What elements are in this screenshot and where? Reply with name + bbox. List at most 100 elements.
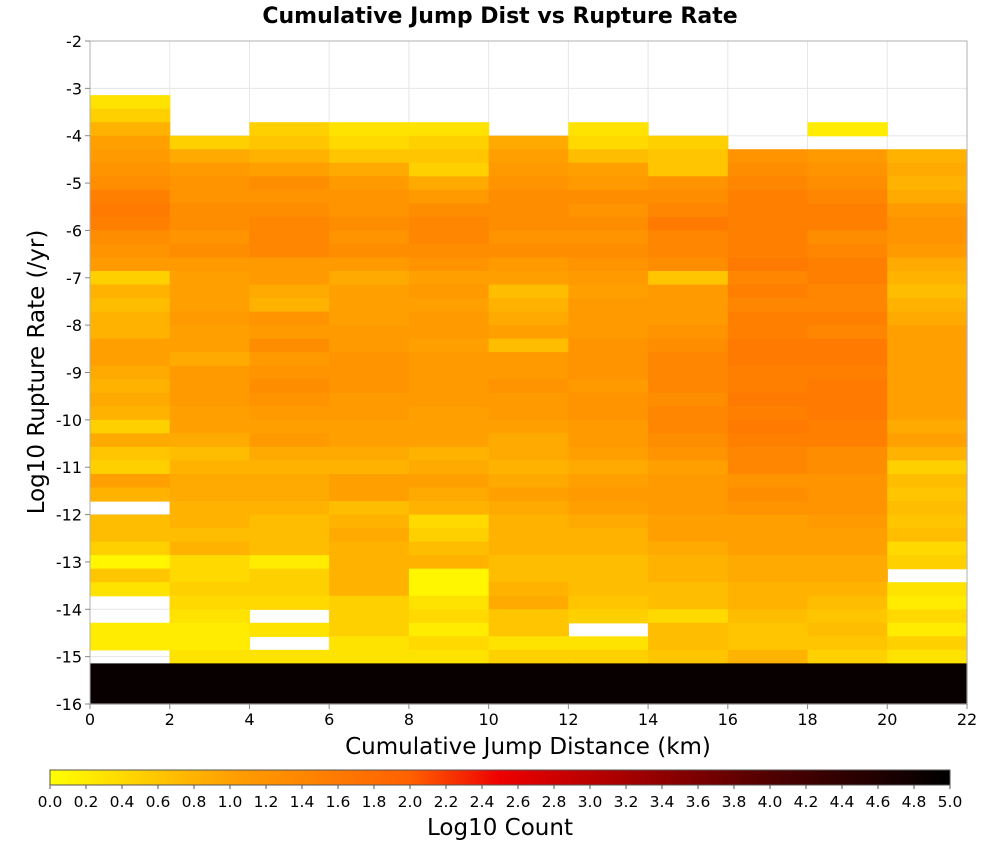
heatmap-cell	[488, 311, 569, 326]
heatmap-cell	[807, 298, 888, 313]
heatmap-cell	[488, 595, 569, 610]
heatmap-cell	[727, 514, 809, 529]
heatmap-cell	[488, 135, 569, 150]
heatmap-cell	[648, 298, 729, 313]
heatmap-cell	[727, 311, 809, 326]
heatmap-cell	[887, 541, 968, 556]
y-tick-label: -12	[56, 506, 82, 525]
heatmap-cell	[727, 230, 809, 245]
heatmap-cell	[329, 149, 410, 164]
heatmap-cell	[488, 460, 569, 475]
heatmap-cell	[408, 419, 490, 434]
heatmap-cell	[488, 541, 569, 556]
heatmap-cell	[887, 365, 968, 380]
heatmap-cell	[887, 460, 968, 475]
heatmap-cell	[329, 555, 410, 570]
heatmap-cell	[408, 257, 490, 272]
heatmap-cell	[329, 392, 410, 407]
heatmap-cell	[568, 392, 649, 407]
heatmap-cell	[169, 528, 251, 543]
colorbar-tick-label: 1.2	[254, 793, 279, 811]
heatmap-cell	[568, 216, 649, 232]
heatmap-cell	[568, 243, 649, 259]
heatmap-cell	[568, 230, 649, 245]
heatmap-cell	[568, 162, 649, 177]
heatmap-cell	[887, 379, 968, 394]
heatmap-cell	[329, 284, 410, 299]
heatmap-cell	[727, 433, 809, 448]
heatmap-cell	[887, 311, 968, 326]
heatmap-cell	[488, 649, 569, 664]
colorbar-tick-label: 3.2	[614, 793, 639, 811]
heatmap-cell	[249, 649, 330, 664]
heatmap-cell	[568, 379, 649, 394]
heatmap-cell	[90, 338, 171, 353]
heatmap-cell	[648, 257, 729, 272]
heatmap-cell	[329, 203, 410, 218]
heatmap-cell	[568, 582, 649, 597]
heatmap-cell	[807, 541, 888, 556]
heatmap-cell	[648, 609, 729, 624]
heatmap-cell	[249, 230, 330, 245]
heatmap-cell	[488, 271, 569, 286]
heatmap-cell	[249, 568, 330, 583]
heatmap-cell	[90, 433, 171, 448]
heatmap-cell	[408, 473, 490, 489]
heatmap-cell	[169, 460, 251, 475]
heatmap-cell	[887, 243, 968, 259]
heatmap-cell	[727, 541, 809, 556]
heatmap-cell	[568, 365, 649, 380]
heatmap-cell	[488, 501, 569, 516]
heatmap-cell	[727, 338, 809, 353]
heatmap-cell	[329, 352, 410, 367]
heatmap-cell	[329, 176, 410, 191]
heatmap-cell	[329, 365, 410, 380]
heatmap-cell	[488, 487, 569, 502]
heatmap-cell	[408, 582, 490, 597]
heatmap-cell	[90, 379, 171, 394]
heatmap-cell	[568, 663, 649, 705]
heatmap-cell	[807, 636, 888, 651]
heatmap-cell	[90, 203, 171, 218]
heatmap-cell	[249, 622, 330, 637]
heatmap-cell	[488, 176, 569, 191]
x-tick-label: 20	[877, 710, 897, 729]
heatmap-cell	[807, 649, 888, 664]
colorbar-tick-label: 0.4	[110, 793, 135, 811]
y-tick-label: -7	[66, 269, 82, 288]
heatmap-cell	[727, 406, 809, 421]
colorbar-tick-label: 1.8	[362, 793, 387, 811]
colorbar-tick-label: 0.2	[74, 793, 99, 811]
y-tick-label: -16	[56, 695, 82, 714]
heatmap-cell	[90, 473, 171, 489]
heatmap-cell	[488, 568, 569, 583]
heatmap-cell	[249, 501, 330, 516]
heatmap-cell	[488, 555, 569, 570]
heatmap-cell	[648, 406, 729, 421]
heatmap-cell	[90, 365, 171, 380]
heatmap-cell	[488, 663, 569, 705]
heatmap-cell	[887, 271, 968, 286]
heatmap-cell	[648, 216, 729, 232]
x-tick-label: 22	[957, 710, 977, 729]
colorbar-tick-label: 1.6	[326, 793, 351, 811]
heatmap-cell	[90, 230, 171, 245]
heatmap-cell	[169, 473, 251, 489]
heatmap-cell	[727, 162, 809, 177]
heatmap-cell	[568, 501, 649, 516]
heatmap-cell	[648, 663, 729, 705]
heatmap-cell	[727, 473, 809, 489]
colorbar-tick-label: 1.0	[218, 793, 243, 811]
x-tick-label: 14	[638, 710, 658, 729]
heatmap-cell	[90, 392, 171, 407]
heatmap-cell	[329, 243, 410, 259]
heatmap-cell	[727, 365, 809, 380]
heatmap-cell	[408, 365, 490, 380]
colorbar-tick-label: 0.0	[38, 793, 63, 811]
heatmap-cell	[568, 257, 649, 272]
heatmap-cell	[887, 203, 968, 218]
x-tick-label: 12	[558, 710, 578, 729]
chart-title: Cumulative Jump Dist vs Rupture Rate	[262, 4, 737, 29]
heatmap-cell	[329, 189, 410, 204]
